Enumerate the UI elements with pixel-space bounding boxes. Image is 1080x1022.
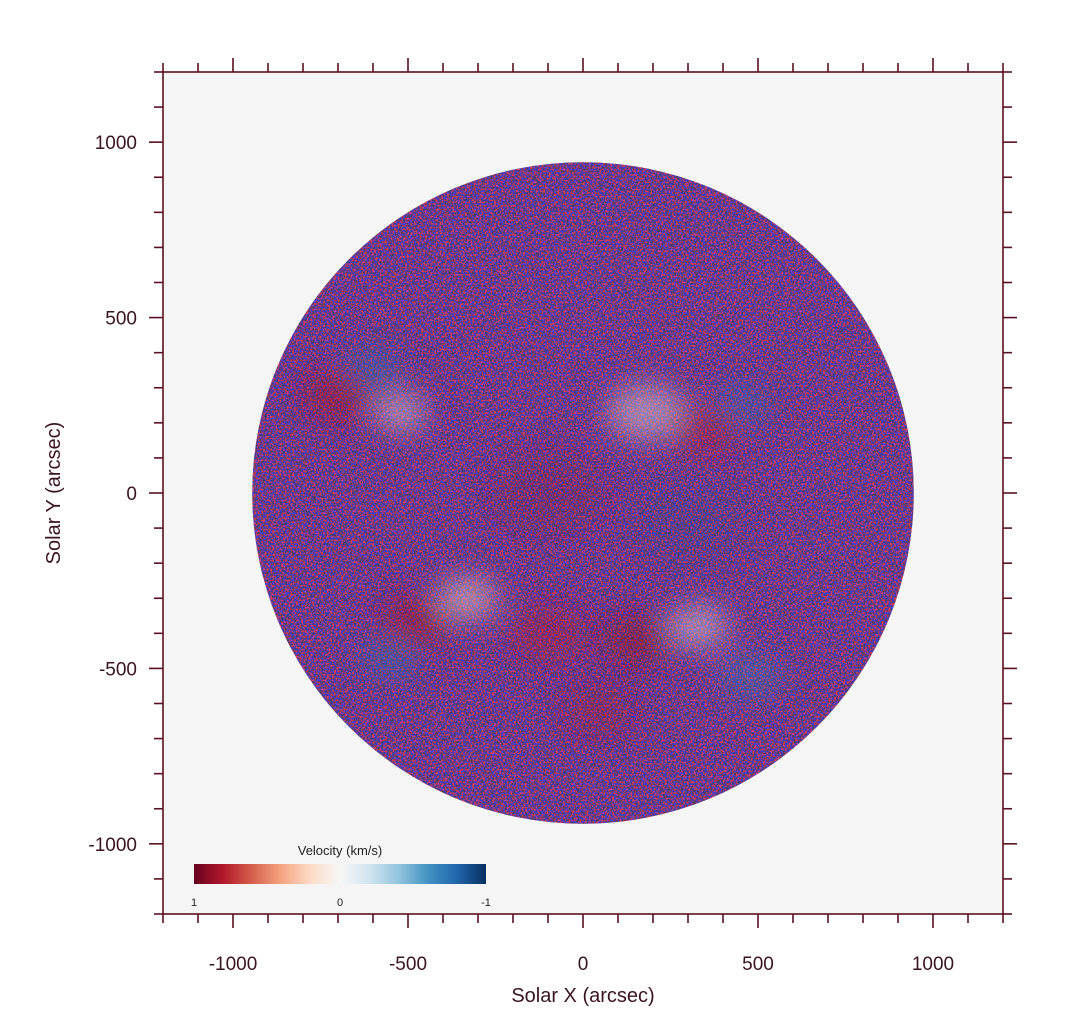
colorbar-title: Velocity (km/s) xyxy=(298,843,383,858)
y-tick-label: 500 xyxy=(105,309,137,330)
x-tick-label: 500 xyxy=(742,954,774,975)
active-region-patch xyxy=(629,479,747,564)
colorbar: Velocity (km/s) 1 0 -1 xyxy=(191,843,491,909)
active-region-patch xyxy=(438,577,497,620)
colorbar-gradient xyxy=(194,864,486,884)
x-axis-title: Solar X (arcsec) xyxy=(511,985,654,1007)
active-region-patch xyxy=(343,349,403,392)
active-region-patch xyxy=(606,384,686,441)
y-tick-label: 1000 xyxy=(95,133,137,154)
colorbar-tick-label: -1 xyxy=(481,897,491,909)
x-tick-label: 0 xyxy=(578,954,589,975)
active-region-patch xyxy=(376,394,426,430)
active-region-patch xyxy=(380,598,450,648)
active-region-patch xyxy=(508,605,588,662)
x-tick-label: 1000 xyxy=(912,954,954,975)
solar-disk xyxy=(252,162,914,824)
active-region-patch xyxy=(489,451,607,535)
active-region-patch xyxy=(562,686,632,736)
x-tick-label: -1000 xyxy=(209,954,258,975)
active-region-patch xyxy=(669,605,728,648)
active-region-patch xyxy=(601,615,670,665)
colorbar-tick-label: 1 xyxy=(191,897,197,909)
active-region-patch xyxy=(716,650,786,700)
y-tick-label: -1000 xyxy=(88,835,137,856)
colorbar-tick-label: 0 xyxy=(337,897,343,909)
y-axis-title: Solar Y (arcsec) xyxy=(43,422,65,565)
x-tick-labels: -1000 -500 0 500 1000 xyxy=(209,954,954,975)
active-region-patch xyxy=(361,636,420,679)
active-regions xyxy=(303,349,786,736)
colorbar-ticks: 1 0 -1 xyxy=(191,897,491,909)
x-tick-label: -500 xyxy=(389,954,427,975)
y-tick-label: 0 xyxy=(126,484,137,505)
y-tick-labels: 1000 500 0 -500 -1000 xyxy=(88,133,137,856)
y-tick-label: -500 xyxy=(99,659,137,680)
active-region-patch xyxy=(711,384,770,427)
axis-ticks xyxy=(149,58,1017,928)
